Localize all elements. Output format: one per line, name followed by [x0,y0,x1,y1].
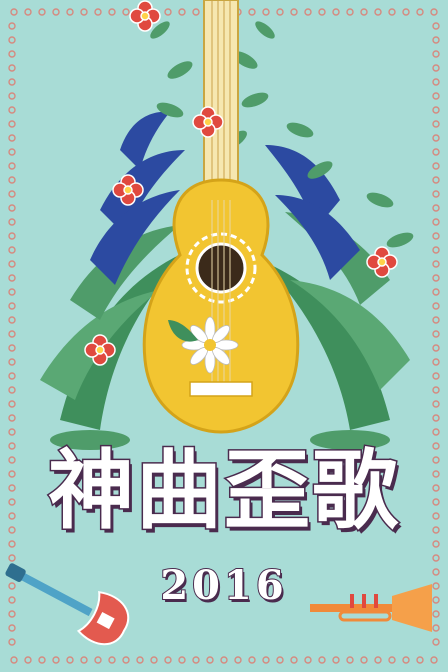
leaf-icon [168,320,198,342]
red-flowers [84,0,398,366]
poster-year: 2016 [159,562,288,609]
trumpet-icon [310,584,432,632]
ukulele-icon [142,0,300,434]
leaf-cluster-right [260,145,410,430]
bottom-foliage [50,430,390,450]
dotted-frame [8,8,440,664]
guitar-icon [5,563,130,646]
poster-title: 神曲歪歌 [47,441,400,541]
